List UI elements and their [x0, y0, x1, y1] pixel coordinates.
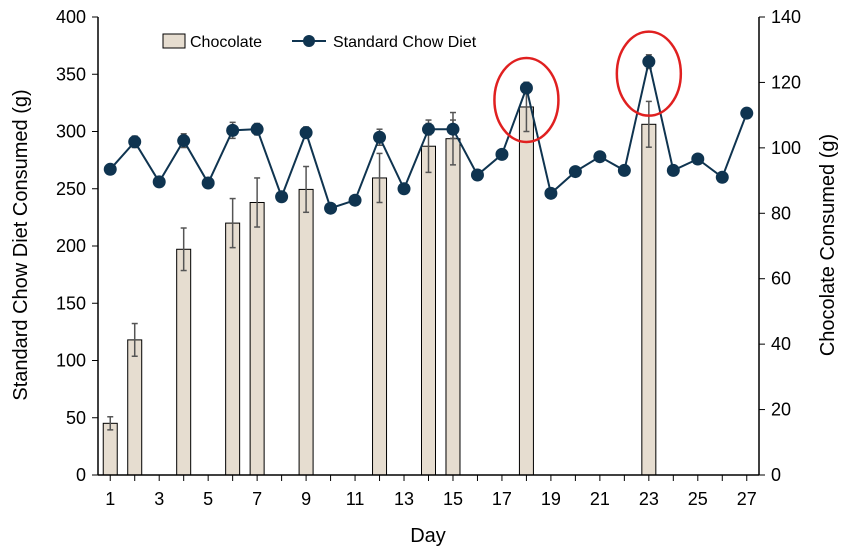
left-y-tick-label-50: 50 — [66, 408, 86, 428]
left-y-tick-label-350: 350 — [56, 64, 86, 84]
x-tick-label-21: 21 — [590, 489, 610, 509]
x-tick-label-27: 27 — [737, 489, 757, 509]
chow-point-day-9 — [299, 126, 313, 140]
highlights-layer — [493, 30, 683, 144]
left-y-tick-label-400: 400 — [56, 7, 86, 27]
chow-point-day-13 — [397, 182, 411, 196]
ticks-layer: 1 3 5 7 9 11 13 15 17 19 21 23 25 2705010015020025030… — [56, 7, 801, 509]
chow-point-day-26 — [715, 170, 729, 184]
legend-swatch-chocolate — [162, 33, 186, 49]
legend-marker-chow — [303, 35, 315, 47]
x-tick-label-1: 1 — [105, 489, 115, 509]
chow-point-day-12 — [373, 130, 387, 144]
chow-point-day-27 — [740, 106, 754, 120]
chow-point-day-17 — [495, 147, 509, 161]
legend-label-chocolate: Chocolate — [190, 34, 262, 51]
chow-point-day-20 — [568, 165, 582, 179]
highlight-ellipse-day-18 — [493, 56, 560, 144]
right-y-tick-label-0: 0 — [771, 465, 781, 485]
highlight-ellipse-day-23 — [615, 30, 683, 117]
right-y-tick-label-80: 80 — [771, 203, 791, 223]
right-y-tick-label-140: 140 — [771, 7, 801, 27]
bar-chocolate-day-14 — [421, 145, 436, 476]
bar-chocolate-day-4 — [176, 248, 192, 476]
chow-point-day-1 — [103, 162, 117, 176]
chow-point-day-16 — [470, 168, 484, 182]
x-tick-label-13: 13 — [394, 489, 414, 509]
x-tick-label-17: 17 — [492, 489, 512, 509]
x-tick-label-11: 11 — [346, 489, 365, 509]
bar-chocolate-day-12 — [372, 177, 388, 476]
x-tick-label-9: 9 — [301, 489, 311, 509]
x-tick-label-5: 5 — [203, 489, 213, 509]
right-y-axis-title: Chocolate Consumed (g) — [817, 134, 839, 356]
x-tick-label-15: 15 — [443, 489, 463, 509]
markers-layer — [103, 55, 754, 215]
right-y-tick-label-100: 100 — [771, 138, 801, 158]
bar-chocolate-day-15 — [445, 138, 461, 476]
chow-point-day-11 — [348, 193, 362, 207]
bar-chocolate-day-2 — [127, 339, 143, 476]
chow-point-day-5 — [201, 176, 215, 190]
chow-point-day-24 — [666, 163, 680, 177]
bar-chocolate-day-23 — [641, 123, 657, 476]
bar-chocolate-day-7 — [249, 201, 265, 476]
x-axis-title: Day — [410, 525, 446, 547]
bars-layer — [102, 106, 657, 476]
chow-point-day-2 — [128, 135, 142, 149]
chow-point-day-19 — [544, 186, 558, 200]
right-y-tick-label-120: 120 — [771, 72, 801, 92]
chow-point-day-8 — [275, 190, 289, 204]
legend: Chocolate Standard Chow Diet — [162, 33, 477, 51]
right-y-tick-label-60: 60 — [771, 269, 791, 289]
chow-point-day-22 — [617, 163, 631, 177]
chow-point-day-3 — [152, 175, 166, 189]
left-y-tick-label-250: 250 — [56, 179, 86, 199]
chow-point-day-14 — [422, 122, 435, 136]
bar-chocolate-day-18 — [518, 106, 534, 476]
chow-point-day-4 — [177, 134, 191, 148]
x-tick-label-25: 25 — [688, 489, 708, 509]
chow-point-day-21 — [593, 150, 607, 164]
left-y-tick-label-100: 100 — [56, 351, 86, 371]
left-y-tick-label-150: 150 — [56, 293, 86, 313]
x-tick-label-3: 3 — [154, 489, 164, 509]
left-y-tick-label-300: 300 — [56, 122, 86, 142]
right-y-tick-label-40: 40 — [771, 334, 791, 354]
x-tick-label-23: 23 — [639, 489, 659, 509]
chow-point-day-25 — [691, 152, 705, 166]
bar-chocolate-day-6 — [225, 222, 241, 476]
right-y-tick-label-20: 20 — [771, 400, 791, 420]
chow-point-day-10 — [324, 201, 338, 215]
chow-point-day-23 — [642, 55, 656, 69]
chow-point-day-7 — [250, 122, 264, 136]
left-y-axis-title: Standard Chow Diet Consumed (g) — [10, 89, 32, 400]
left-y-tick-label-0: 0 — [76, 465, 86, 485]
bar-chocolate-day-1 — [102, 422, 118, 476]
bar-chocolate-day-9 — [298, 188, 314, 476]
chow-point-day-6 — [226, 123, 240, 137]
x-tick-label-19: 19 — [541, 489, 561, 509]
legend-label-chow: Standard Chow Diet — [333, 34, 477, 51]
left-y-tick-label-200: 200 — [56, 236, 86, 256]
x-tick-label-7: 7 — [252, 489, 262, 509]
chow-point-day-15 — [446, 122, 460, 136]
chow-point-day-18 — [519, 81, 533, 95]
